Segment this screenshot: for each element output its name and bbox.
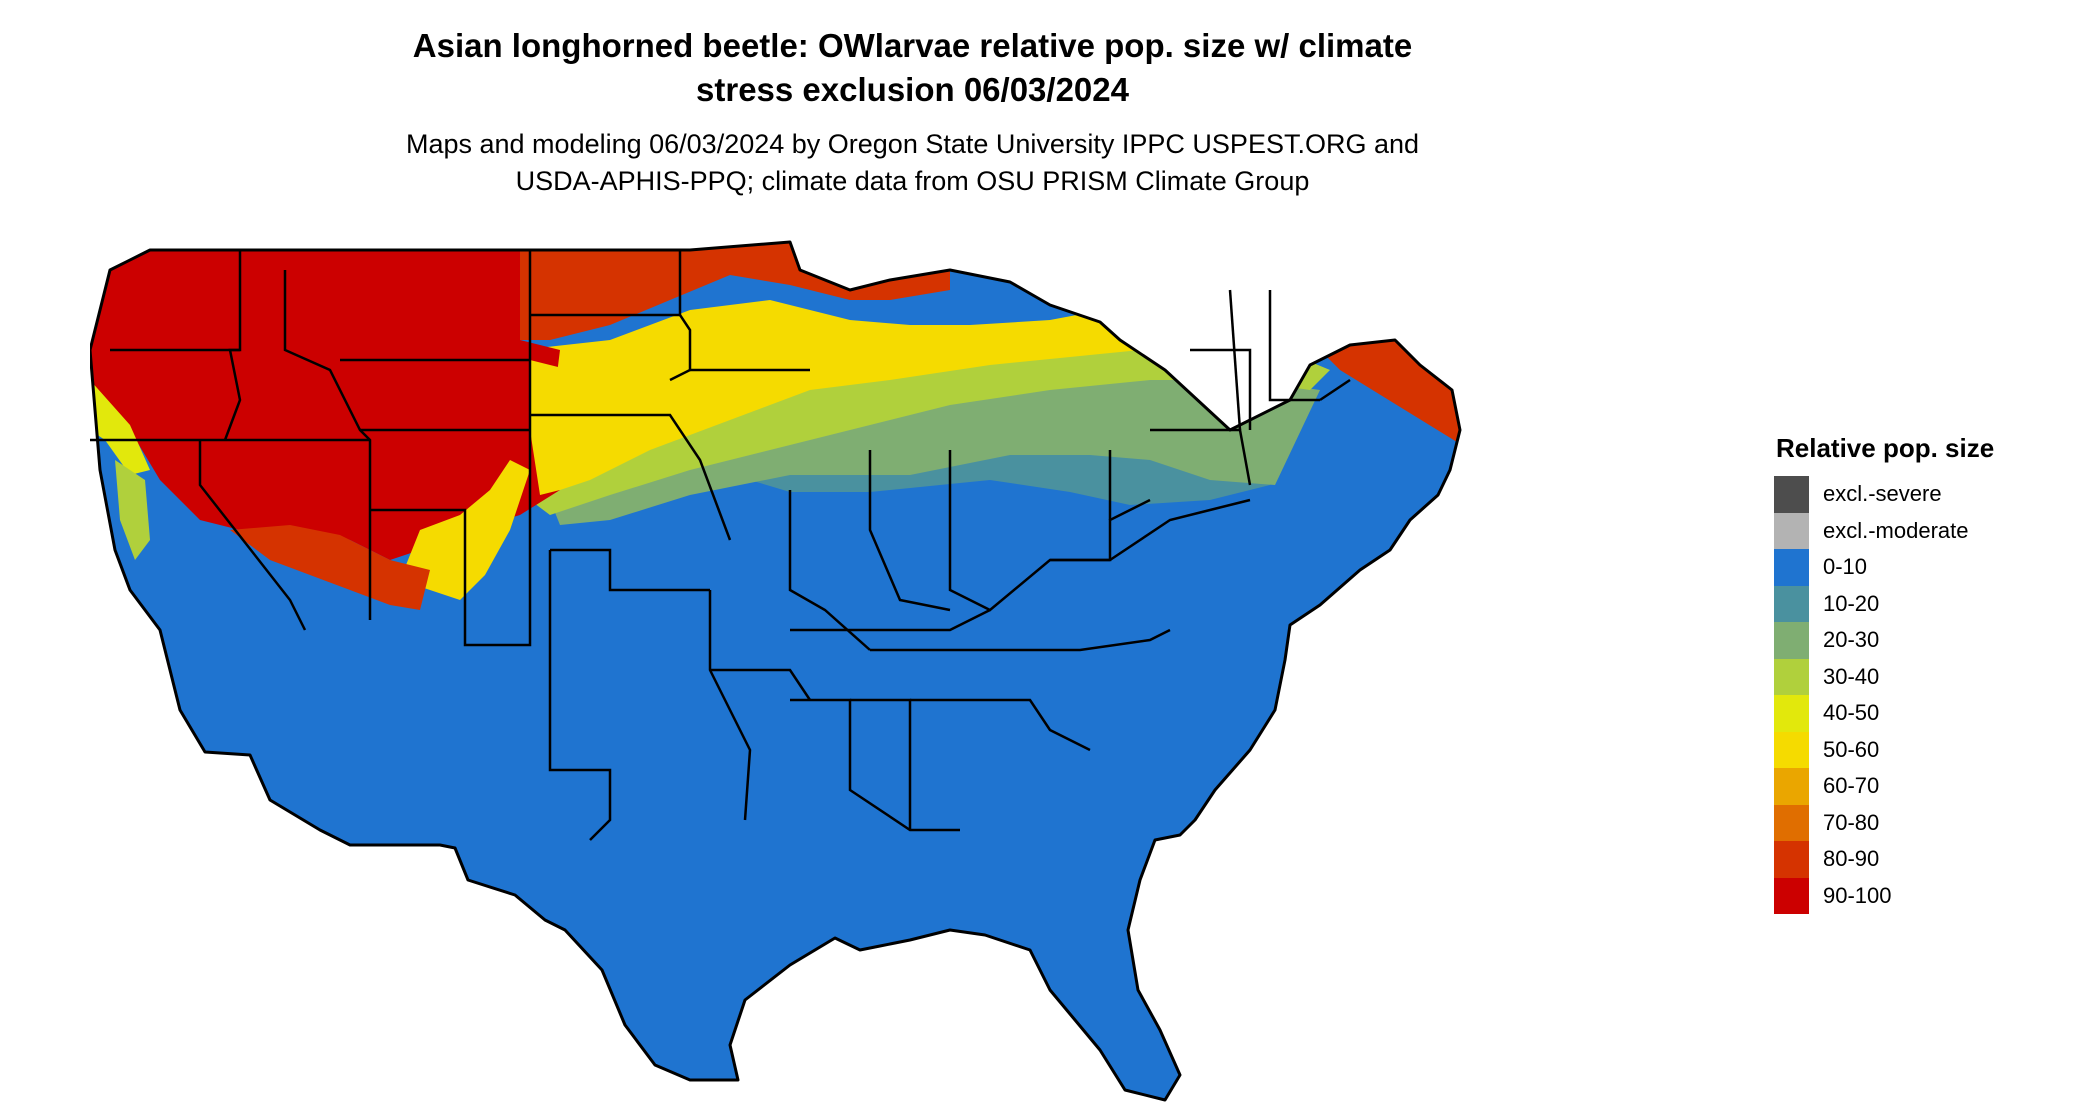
legend-item: excl.-severe [1774,476,2074,513]
legend-label: excl.-moderate [1823,517,1969,543]
legend-item: 70-80 [1774,804,2074,841]
legend-swatch [1774,841,1809,878]
legend-label: 70-80 [1823,809,1880,835]
legend-swatch [1774,549,1809,586]
us-outline [90,240,1462,1102]
legend-swatch [1774,512,1809,549]
legend-swatch [1774,804,1809,841]
legend-swatch [1774,768,1809,805]
legend-item: 50-60 [1774,731,2074,768]
legend-item: 30-40 [1774,658,2074,695]
zone-30-40-coast [115,460,150,560]
legend-label: 30-40 [1823,663,1880,689]
legend-swatch [1774,476,1809,513]
zone-40-50-fringe [90,380,150,475]
zone-80-90-west [230,525,430,610]
legend-label: 80-90 [1823,846,1880,872]
legend-item: 60-70 [1774,768,2074,805]
us-map [90,240,1462,1102]
zone-90-100 [90,242,560,560]
legend-label: 40-50 [1823,700,1880,726]
legend-label: 10-20 [1823,590,1880,616]
legend-label: excl.-severe [1823,481,1942,507]
legend-title: Relative pop. size [1776,433,1995,463]
legend-swatch [1774,658,1809,695]
legend-label: 90-100 [1823,882,1892,908]
legend-items: excl.-severe excl.-moderate 0-10 10-20 20-30… [1774,476,2074,914]
legend-swatch [1774,731,1809,768]
map-subtitle: Maps and modeling 06/03/2024 by Oregon S… [405,129,1420,196]
map-title: Asian longhorned beetle: OWlarvae relati… [412,27,1413,108]
legend-item: 40-50 [1774,695,2074,732]
legend-item: 0-10 [1774,549,2074,586]
legend: Relative pop. size excl.-severe excl.-mod… [1774,432,2074,914]
legend-swatch [1774,585,1809,622]
legend-item: excl.-moderate [1774,512,2074,549]
legend-item: 20-30 [1774,622,2074,659]
legend-swatch [1774,695,1809,732]
legend-label: 0-10 [1823,554,1868,580]
legend-label: 20-30 [1823,627,1880,653]
state-boundaries [90,250,1351,841]
zone-50-60-plains [530,360,570,495]
zone-20-30 [550,360,1320,525]
legend-swatch [1774,877,1809,914]
legend-label: 60-70 [1823,773,1880,799]
legend-item: 80-90 [1774,841,2074,878]
zone-30-40 [530,335,1330,515]
legend-swatch [1774,622,1809,659]
legend-label: 50-60 [1823,736,1880,762]
legend-item: 90-100 [1774,877,2074,914]
legend-item: 10-20 [1774,585,2074,622]
